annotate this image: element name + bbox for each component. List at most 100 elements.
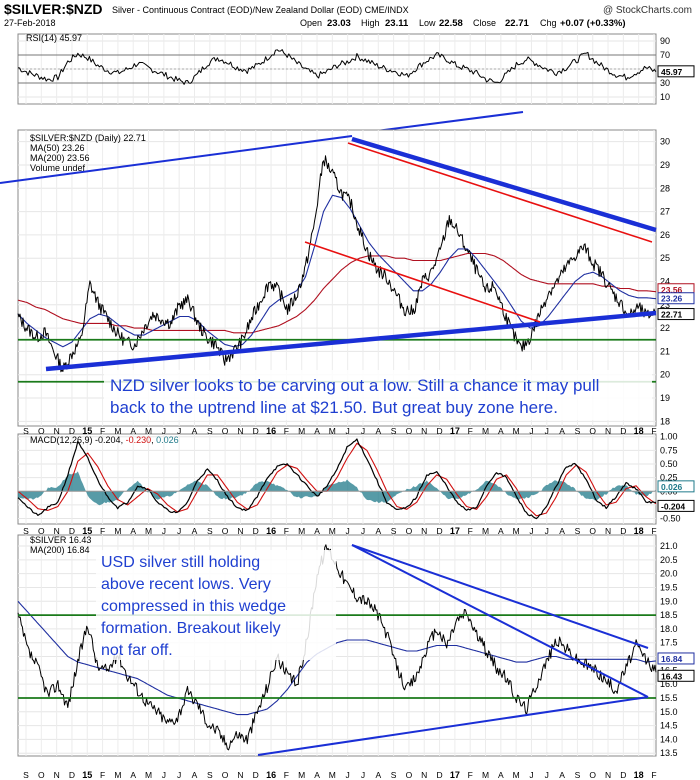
usd-time-label: D <box>620 770 626 780</box>
usd-annotation: USD silver still holding above recent lo… <box>101 554 286 659</box>
usd-tick-label: 14.0 <box>660 734 678 744</box>
nzd-time-label: N <box>237 426 243 436</box>
macd-time-label: S <box>23 526 29 536</box>
macd-legend-hist: 0.026 <box>156 435 179 445</box>
usd-time-label: D <box>436 770 442 780</box>
usd-time-label: F <box>651 770 656 780</box>
macd-time-label: N <box>54 526 60 536</box>
macd-time-label: M <box>513 526 520 536</box>
nzd-legend-ma200: MA(200) 23.56 <box>30 153 90 163</box>
rsi-tick-label: 70 <box>660 50 670 60</box>
nzd-time-label: 17 <box>450 426 460 436</box>
nzd-tag-2: 23.26 <box>661 294 683 304</box>
high-value: 23.11 <box>385 18 409 29</box>
nzd-tick-label: 24 <box>660 276 670 286</box>
nzd-time-label: M <box>329 426 336 436</box>
usd-time-label: M <box>145 770 152 780</box>
macd-time-label: N <box>421 526 427 536</box>
nzd-time-label: A <box>375 426 381 436</box>
usd-note-line-1: USD silver still holding <box>101 554 260 571</box>
macd-histogram <box>18 471 656 506</box>
nzd-uptrend-line <box>45 310 657 372</box>
macd-time-label: A <box>314 526 320 536</box>
nzd-time-label: S <box>391 426 397 436</box>
nzd-time-label: J <box>545 426 549 436</box>
macd-tick-label: 1.00 <box>660 432 678 442</box>
watermark: @ StockCharts.com <box>603 5 692 16</box>
usd-time-label: J <box>361 770 365 780</box>
nzd-time-label: A <box>314 426 320 436</box>
nzd-time-label: M <box>145 426 152 436</box>
usd-note-line-4: formation. Breakout likely <box>101 620 281 637</box>
nzd-tag-3: 22.71 <box>661 310 683 320</box>
macd-time-label: F <box>100 526 105 536</box>
usd-time-label: N <box>605 770 611 780</box>
nzd-time-label: M <box>513 426 520 436</box>
macd-time-label: S <box>207 526 213 536</box>
macd-panel: 1.000.750.500.250.00-0.25-0.500.026-0.20… <box>17 432 695 525</box>
usd-legend-price: $SILVER 16.43 <box>30 535 91 545</box>
nzd-channel-upper <box>347 142 653 243</box>
macd-time-label: A <box>192 526 198 536</box>
macd-time-label: A <box>130 526 136 536</box>
nzd-time-label: O <box>406 426 413 436</box>
nzd-time-label: D <box>69 426 75 436</box>
nzd-time-label: M <box>482 426 489 436</box>
nzd-tag-3-box <box>657 308 695 321</box>
nzd-legend: $SILVER:$NZD (Daily) 22.71 MA(50) 23.26 … <box>30 133 146 173</box>
chg-label: Chg <box>540 18 557 28</box>
nzd-time-label: S <box>207 426 213 436</box>
usd-time-label: D <box>69 770 75 780</box>
macd-time-label: J <box>346 526 350 536</box>
usd-tag-price: 16.43 <box>661 671 683 681</box>
macd-time-label: A <box>559 526 565 536</box>
low-value: 22.58 <box>439 18 463 29</box>
usd-note-line-2: above recent lows. Very <box>101 576 271 593</box>
svg-text:MACD(12,26,9) -0.204, -0.230,: MACD(12,26,9) -0.204, -0.230, 0.026 <box>30 435 179 445</box>
time-axes: S O N D 15 F M A M J J A S O N D 16 F M A M J J A S O N D 17 F M A M J J A S… <box>23 426 656 780</box>
usd-time-label: A <box>314 770 320 780</box>
macd-tag-value-box <box>657 499 695 512</box>
macd-time-label: J <box>529 526 533 536</box>
usd-time-label: 18 <box>634 770 644 780</box>
macd-time-label: J <box>361 526 365 536</box>
usd-time-label: J <box>177 770 181 780</box>
usd-tick-label: 21.0 <box>660 541 678 551</box>
usd-time-label: S <box>391 770 397 780</box>
nzd-note-line-2: back to the uptrend line at $21.50. But … <box>110 398 558 417</box>
usd-time-label: J <box>545 770 549 780</box>
nzd-time-label: F <box>284 426 289 436</box>
macd-time-label: O <box>589 526 596 536</box>
macd-time-label: M <box>114 526 121 536</box>
usd-time-label: F <box>100 770 105 780</box>
nzd-tick-label: 22 <box>660 323 670 333</box>
usd-tick-label: 14.5 <box>660 721 678 731</box>
nzd-tick-label: 26 <box>660 230 670 240</box>
nzd-time-label: A <box>130 426 136 436</box>
usd-time-label: A <box>130 770 136 780</box>
nzd-tag-1: 23.56 <box>661 285 683 295</box>
usd-time-label: O <box>406 770 413 780</box>
nzd-time-label: O <box>589 426 596 436</box>
rsi-current-tag: 45.97 <box>661 67 683 77</box>
usd-time-label: A <box>559 770 565 780</box>
usd-time-label: N <box>237 770 243 780</box>
nzd-time-label: N <box>421 426 427 436</box>
usd-note-backdrop <box>96 550 336 660</box>
nzd-time-label: 16 <box>266 426 276 436</box>
usd-price-line <box>17 544 657 751</box>
usd-tick-label: 18.5 <box>660 610 678 620</box>
macd-tick-label: -0.50 <box>660 514 681 524</box>
nzd-time-label: M <box>298 426 305 436</box>
usd-time-label: M <box>298 770 305 780</box>
nzd-time-label: D <box>620 426 626 436</box>
usd-note-line-5: not far off. <box>101 642 173 659</box>
macd-time-label: O <box>38 526 45 536</box>
usd-time-label: J <box>162 770 166 780</box>
macd-time-label: F <box>651 526 656 536</box>
macd-tick-label: 0.50 <box>660 459 678 469</box>
chart-date: 27-Feb-2018 <box>4 18 56 28</box>
nzd-note-line-1: NZD silver looks to be carving out a low… <box>110 376 599 395</box>
